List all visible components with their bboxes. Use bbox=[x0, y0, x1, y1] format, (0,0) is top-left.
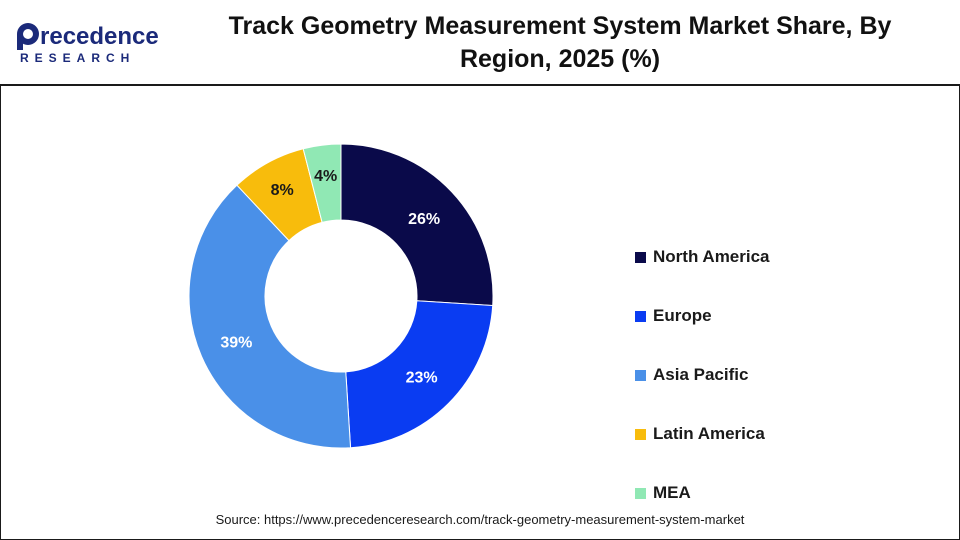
legend-item-latin-america: Latin America bbox=[635, 423, 765, 445]
legend-item-asia-pacific: Asia Pacific bbox=[635, 364, 748, 386]
donut-slice-north-america bbox=[340, 143, 494, 307]
header: recedence RESEARCH Track Geometry Measur… bbox=[0, 0, 960, 86]
legend-item-europe: Europe bbox=[635, 305, 712, 327]
logo-subtext: RESEARCH bbox=[20, 51, 135, 65]
legend-swatch bbox=[635, 428, 646, 440]
precedence-research-logo: recedence RESEARCH bbox=[17, 23, 159, 65]
chart-title-line-2: Region, 2025 (%) bbox=[459, 45, 661, 73]
donut-chart: 26% 23% 39% 8% 4% bbox=[188, 143, 494, 449]
legend-swatch bbox=[635, 310, 646, 322]
legend-label: MEA bbox=[653, 483, 691, 502]
data-label-europe: 23% bbox=[406, 370, 438, 387]
data-label-north-america: 26% bbox=[408, 211, 440, 228]
data-label-asia-pacific: 39% bbox=[220, 334, 252, 351]
legend-label: North America bbox=[653, 247, 770, 266]
logo-mark bbox=[17, 23, 39, 50]
legend-item-north-america: North America bbox=[635, 246, 770, 268]
source-note: Source: https://www.precedenceresearch.c… bbox=[215, 512, 745, 527]
legend-label: Europe bbox=[653, 306, 712, 325]
data-label-latin-america: 8% bbox=[271, 182, 294, 199]
chart-title: Track Geometry Measurement System Market… bbox=[200, 10, 920, 76]
legend-swatch bbox=[635, 487, 646, 499]
donut-slice-mea bbox=[302, 143, 342, 223]
legend-item-mea: MEA bbox=[635, 482, 691, 504]
donut-slice-asia-pacific bbox=[188, 184, 352, 449]
legend-swatch bbox=[635, 369, 646, 381]
logo-wordmark: recedence bbox=[40, 23, 159, 50]
chart-area: 26% 23% 39% 8% 4% North America Europe Asia Pa… bbox=[0, 86, 960, 506]
legend-label: Latin America bbox=[653, 424, 765, 443]
legend-label: Asia Pacific bbox=[653, 365, 749, 384]
data-label-mea: 4% bbox=[314, 168, 337, 185]
chart-title-line-1: Track Geometry Measurement System Market… bbox=[228, 12, 892, 40]
legend-swatch bbox=[635, 251, 646, 263]
donut-slice-europe bbox=[345, 300, 494, 449]
